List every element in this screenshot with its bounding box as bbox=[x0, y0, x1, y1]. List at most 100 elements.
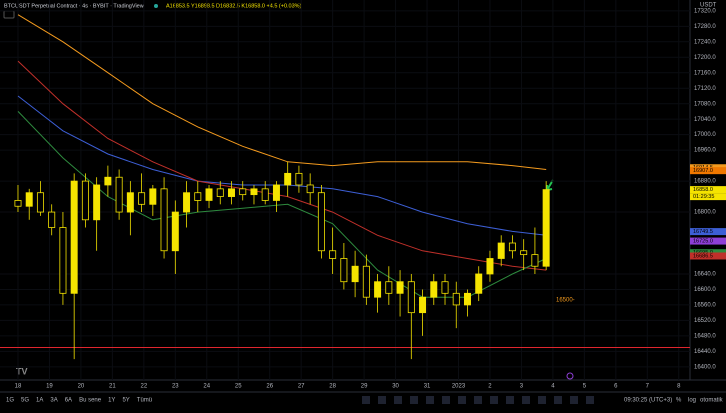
tool[interactable] bbox=[458, 396, 466, 404]
candle-body bbox=[104, 176, 112, 186]
candle-body bbox=[36, 192, 44, 213]
candle-body bbox=[508, 242, 516, 252]
y-tick-label: 17240.0 bbox=[694, 39, 716, 45]
y-tick-label: 16560.0 bbox=[694, 303, 716, 309]
y-tick-label: 16400.0 bbox=[694, 364, 716, 370]
y-tick-label: 17080.0 bbox=[694, 101, 716, 107]
price-tag bbox=[690, 237, 726, 245]
y-tick-label: 17000.0 bbox=[694, 132, 716, 138]
tool[interactable] bbox=[394, 396, 402, 404]
symbol-title: BTCUSDT Perpetual Contract · 4s · BYBIT … bbox=[4, 3, 144, 9]
tool[interactable] bbox=[426, 396, 434, 404]
candle-body bbox=[126, 192, 134, 213]
candle-body bbox=[272, 184, 280, 201]
tool[interactable] bbox=[442, 396, 450, 404]
x-tick-label: 27 bbox=[298, 384, 305, 390]
range-button[interactable]: Tümü bbox=[137, 398, 152, 404]
candle-body bbox=[351, 265, 359, 283]
candle-body bbox=[531, 254, 539, 267]
candle-body bbox=[48, 211, 56, 228]
range-button[interactable]: 3A bbox=[50, 398, 57, 404]
ohlc: A16853.5 Y16898.5 D16832.5 K16858.0 +4.5… bbox=[166, 3, 302, 9]
tool[interactable] bbox=[474, 396, 482, 404]
candle-body bbox=[138, 192, 146, 205]
candle-body bbox=[149, 188, 157, 205]
x-tick-label: 2 bbox=[488, 384, 492, 390]
candle-body bbox=[261, 188, 269, 201]
candle-body bbox=[25, 192, 33, 207]
candle-body bbox=[228, 188, 235, 197]
y-tick-label: 16640.0 bbox=[694, 272, 716, 278]
moving-average bbox=[17, 60, 547, 271]
price-tag bbox=[690, 228, 726, 236]
y-tick-label: 17040.0 bbox=[694, 117, 716, 123]
price-tag-label: 16907.0 bbox=[693, 168, 713, 174]
tool[interactable] bbox=[378, 396, 386, 404]
y-tick-label: 16520.0 bbox=[694, 318, 716, 324]
range-button[interactable]: Bu sene bbox=[79, 398, 102, 404]
candle-body bbox=[70, 180, 78, 294]
tool[interactable] bbox=[410, 396, 418, 404]
candle-body bbox=[216, 188, 224, 197]
candle-body bbox=[430, 281, 438, 298]
tool[interactable] bbox=[362, 396, 370, 404]
tool[interactable] bbox=[522, 396, 530, 404]
tool[interactable] bbox=[506, 396, 514, 404]
candle-body bbox=[486, 258, 494, 275]
y-tick-label: 16440.0 bbox=[694, 349, 716, 355]
x-tick-label: 20 bbox=[78, 384, 85, 390]
x-tick-label: 3 bbox=[520, 384, 524, 390]
y-tick-label: 16800.0 bbox=[694, 210, 716, 216]
price-tag bbox=[690, 252, 726, 260]
candle-body bbox=[542, 189, 550, 267]
tool[interactable] bbox=[554, 396, 562, 404]
y-tick-label: 17200.0 bbox=[694, 55, 716, 61]
x-tick-label: 29 bbox=[361, 384, 368, 390]
currency: USDT bbox=[700, 3, 717, 9]
candle-body bbox=[171, 211, 179, 252]
candle-body bbox=[115, 176, 123, 213]
x-tick-label: 28 bbox=[329, 384, 336, 390]
candle-body bbox=[419, 296, 427, 314]
tool[interactable] bbox=[490, 396, 498, 404]
candle-body bbox=[317, 192, 325, 252]
candle-body bbox=[239, 188, 247, 196]
auto-toggle[interactable]: otomatik bbox=[700, 398, 724, 404]
x-tick-label: 25 bbox=[235, 384, 242, 390]
candle-body bbox=[284, 172, 292, 186]
range-button[interactable]: 5Y bbox=[122, 398, 129, 404]
candle-body bbox=[396, 281, 404, 294]
tool[interactable] bbox=[538, 396, 546, 404]
logo: TV bbox=[16, 366, 28, 376]
price-tag bbox=[690, 186, 726, 194]
tool[interactable] bbox=[586, 396, 594, 404]
percent-toggle[interactable]: % bbox=[676, 398, 682, 404]
tool[interactable] bbox=[570, 396, 578, 404]
countdown-bg bbox=[690, 193, 726, 201]
candle-body bbox=[59, 227, 67, 294]
candle-body bbox=[407, 281, 415, 314]
candle-body bbox=[340, 258, 348, 283]
candle-body bbox=[452, 292, 460, 306]
x-tick-label: 31 bbox=[424, 384, 431, 390]
range-button[interactable]: 6A bbox=[65, 398, 72, 404]
range-button[interactable]: 1Y bbox=[108, 398, 115, 404]
price-tag-label: 16749.5 bbox=[693, 229, 713, 235]
range-button[interactable]: 1G bbox=[6, 398, 14, 404]
candle-body bbox=[362, 265, 370, 298]
range-button[interactable]: 1A bbox=[36, 398, 43, 404]
price-tag-label: 16725.0 bbox=[693, 239, 713, 245]
range-button[interactable]: 5G bbox=[21, 398, 29, 404]
x-tick-label: 26 bbox=[266, 384, 273, 390]
price-tag-label: 16686.5 bbox=[693, 253, 713, 259]
price-tag-label: 16858.0 bbox=[693, 187, 713, 193]
candle-body bbox=[306, 184, 314, 194]
price-tag bbox=[690, 167, 726, 175]
event-icon[interactable] bbox=[566, 372, 574, 380]
y-tick-label: 17120.0 bbox=[694, 86, 716, 92]
candle-body bbox=[205, 188, 213, 201]
log-toggle[interactable]: log bbox=[688, 398, 696, 404]
candle-body bbox=[497, 242, 505, 259]
countdown: 01:29:35 bbox=[693, 194, 714, 200]
